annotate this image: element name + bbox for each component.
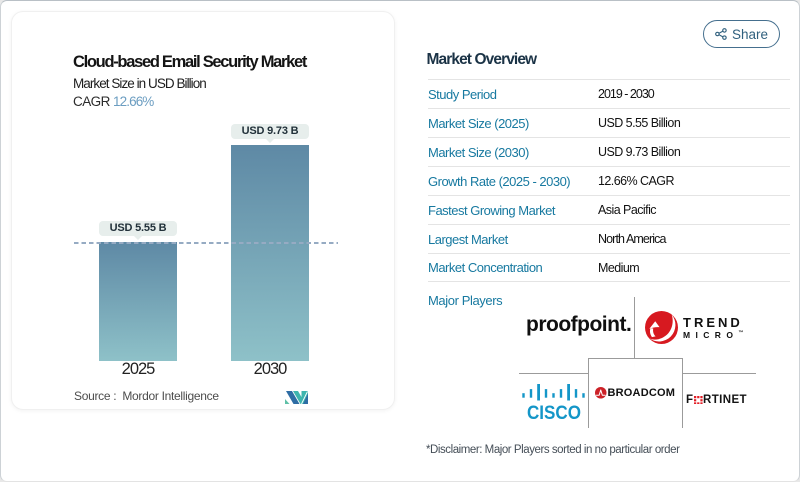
svg-text:CISCO: CISCO [527, 403, 581, 420]
